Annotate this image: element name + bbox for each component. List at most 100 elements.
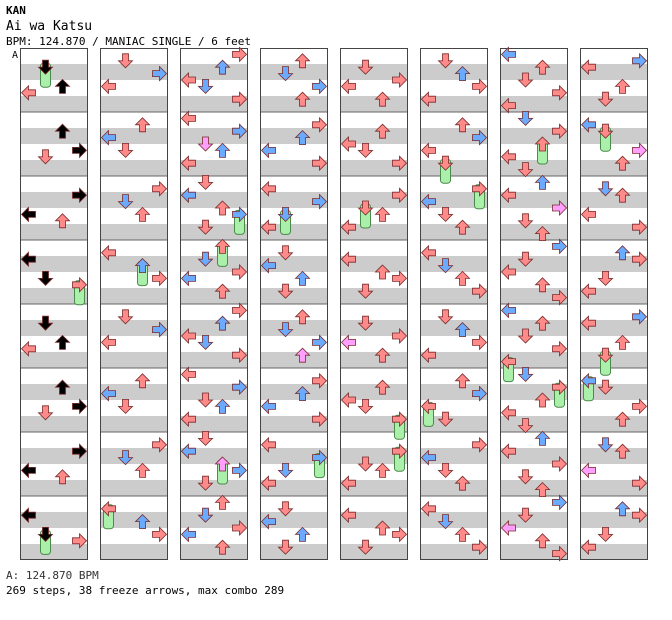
beat-band xyxy=(340,176,408,192)
beat-band xyxy=(100,208,168,224)
step-arrow xyxy=(517,162,534,178)
beat-band xyxy=(20,352,88,368)
beat-band xyxy=(500,400,568,416)
beat-band xyxy=(20,496,88,512)
step-arrow xyxy=(614,155,631,171)
beat-band xyxy=(180,192,248,208)
step-arrow xyxy=(500,302,516,319)
step-arrow xyxy=(534,315,551,331)
beat-band xyxy=(420,240,488,256)
beat-band xyxy=(420,528,488,544)
step-arrow xyxy=(437,462,454,478)
step-arrow xyxy=(420,449,436,466)
beat-band xyxy=(580,544,648,560)
step-arrow xyxy=(357,315,374,331)
beat-band xyxy=(100,368,168,384)
beat-band xyxy=(20,368,88,384)
step-arrow xyxy=(392,411,408,428)
beat-band xyxy=(260,304,328,320)
beat-band xyxy=(180,288,248,304)
beat-band xyxy=(260,128,328,144)
step-arrow xyxy=(294,386,311,402)
beat-band xyxy=(180,176,248,192)
chart-column-border xyxy=(340,48,408,560)
beat-band xyxy=(260,288,328,304)
step-arrow xyxy=(534,174,551,190)
bpm-info: A: 124.870 BPM xyxy=(6,569,99,582)
beat-band xyxy=(340,304,408,320)
beat-band xyxy=(180,400,248,416)
beat-band xyxy=(100,416,168,432)
step-arrow xyxy=(392,328,408,344)
step-arrow xyxy=(197,392,214,408)
beat-band xyxy=(580,480,648,496)
beat-band xyxy=(500,336,568,352)
step-arrow xyxy=(420,347,436,364)
beat-band xyxy=(100,272,168,288)
beat-band xyxy=(500,320,568,336)
beat-band xyxy=(180,416,248,432)
step-arrow xyxy=(500,97,516,114)
step-arrow xyxy=(312,116,328,133)
beat-band xyxy=(500,64,568,80)
step-arrow xyxy=(552,545,568,562)
beat-band xyxy=(20,112,88,128)
beat-band xyxy=(420,512,488,528)
step-arrow xyxy=(552,84,568,101)
step-arrow xyxy=(454,117,471,133)
beat-band xyxy=(500,208,568,224)
step-arrow xyxy=(100,500,116,517)
step-arrow xyxy=(134,258,151,274)
step-arrow xyxy=(517,72,534,88)
step-arrow xyxy=(500,353,516,370)
step-arrow xyxy=(294,347,311,363)
beat-band xyxy=(20,480,88,496)
step-arrow xyxy=(472,436,488,453)
beat-band xyxy=(500,352,568,368)
step-arrow xyxy=(472,129,488,146)
beat-band xyxy=(100,48,168,64)
beat-band xyxy=(340,464,408,480)
step-arrow xyxy=(20,251,36,268)
beat-band xyxy=(260,368,328,384)
step-arrow xyxy=(552,123,568,140)
step-arrow xyxy=(552,379,568,396)
step-arrow xyxy=(420,91,436,108)
beat-band xyxy=(340,192,408,208)
beat-band xyxy=(500,416,568,432)
beat-band xyxy=(420,112,488,128)
beat-band xyxy=(420,464,488,480)
beat-band xyxy=(420,192,488,208)
beat-band xyxy=(500,480,568,496)
beat-band xyxy=(260,464,328,480)
beat-band xyxy=(100,80,168,96)
step-arrow xyxy=(37,315,54,331)
step-arrow xyxy=(232,379,248,396)
step-arrow xyxy=(517,251,534,267)
chart-column-border xyxy=(500,48,568,560)
beat-band xyxy=(500,448,568,464)
step-arrow xyxy=(312,372,328,389)
chart-column-border xyxy=(260,48,328,560)
beat-band xyxy=(580,192,648,208)
step-arrow xyxy=(232,520,248,536)
step-arrow xyxy=(597,181,614,197)
step-arrow xyxy=(37,405,54,421)
step-arrow xyxy=(632,507,648,524)
beat-band xyxy=(580,416,648,432)
step-arrow xyxy=(552,456,568,472)
beat-band xyxy=(580,240,648,256)
step-arrow xyxy=(100,78,116,95)
step-arrow xyxy=(500,148,516,165)
beat-band xyxy=(420,304,488,320)
step-arrow xyxy=(357,456,374,472)
beat-band xyxy=(100,544,168,560)
beat-band xyxy=(580,176,648,192)
step-arrow xyxy=(534,136,551,152)
beat-band xyxy=(500,144,568,160)
beat-band xyxy=(20,80,88,96)
step-arrow xyxy=(277,206,294,222)
step-arrow xyxy=(614,501,631,517)
step-arrow xyxy=(420,398,436,415)
chart-column-border xyxy=(420,48,488,560)
